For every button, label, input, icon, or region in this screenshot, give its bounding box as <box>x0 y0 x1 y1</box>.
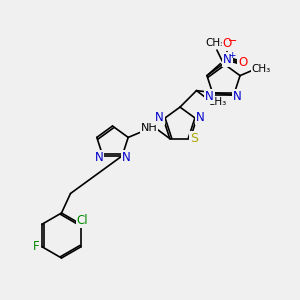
Text: CH₃: CH₃ <box>251 64 271 74</box>
Text: CH₃: CH₃ <box>208 97 227 107</box>
Text: CH₃: CH₃ <box>206 38 225 49</box>
Text: S: S <box>190 132 198 145</box>
Text: F: F <box>33 240 40 253</box>
Text: O: O <box>238 56 248 69</box>
Text: Cl: Cl <box>77 214 88 227</box>
Text: +: + <box>228 51 235 60</box>
Text: N: N <box>155 111 164 124</box>
Text: NH: NH <box>141 123 158 134</box>
Text: N: N <box>196 111 205 124</box>
Text: N: N <box>233 90 242 103</box>
Text: −: − <box>228 36 237 46</box>
Text: N: N <box>205 90 214 103</box>
Text: N: N <box>122 151 130 164</box>
Text: N: N <box>94 151 103 164</box>
Text: N: N <box>223 53 232 66</box>
Text: O: O <box>223 37 232 50</box>
